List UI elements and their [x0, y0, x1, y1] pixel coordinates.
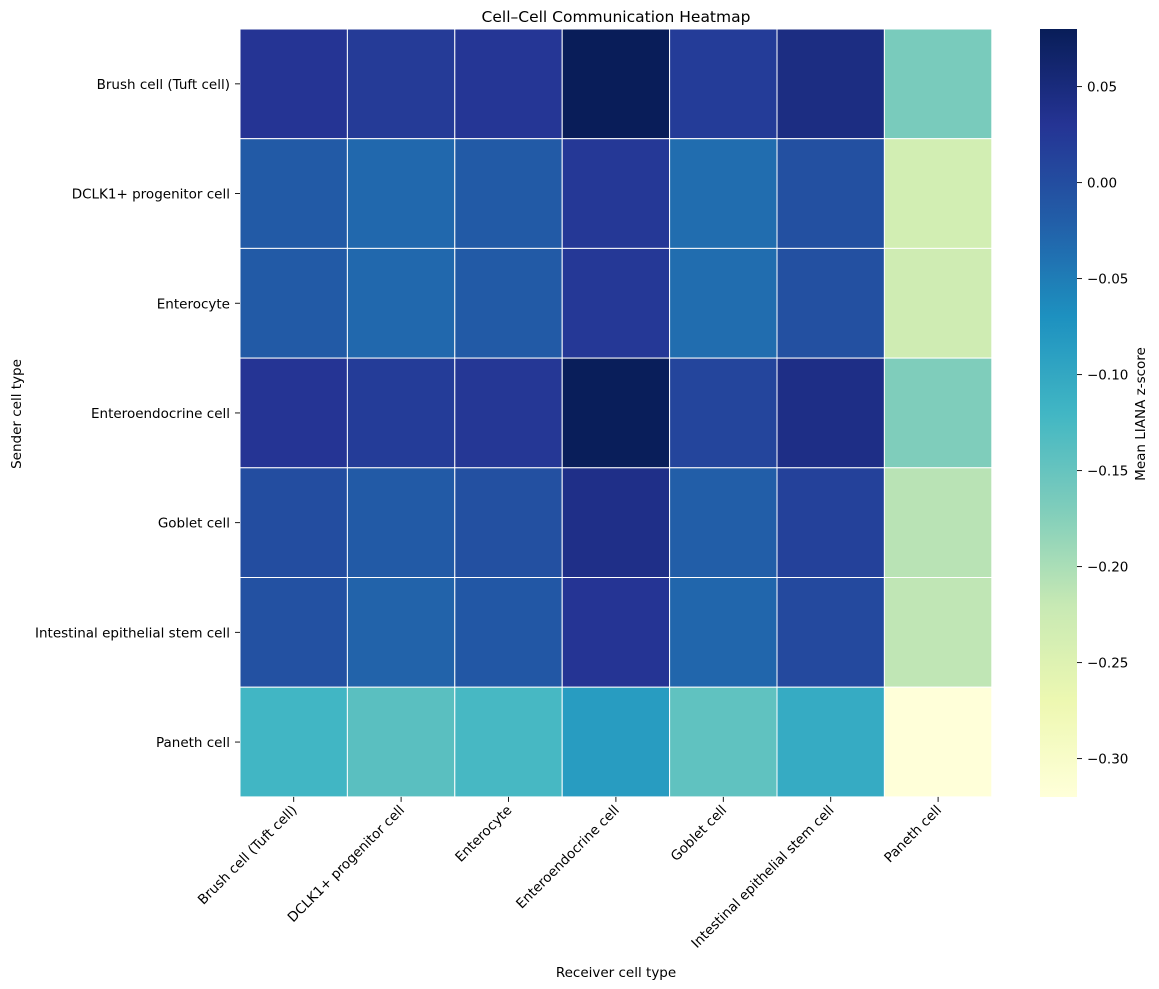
heatmap-cell	[346, 467, 456, 578]
x-tick-label: Enterocyte	[452, 802, 515, 865]
heatmap-cell	[561, 686, 671, 798]
heatmap-cell	[454, 138, 563, 249]
heatmap-cell	[561, 357, 671, 469]
heatmap-cell	[561, 28, 671, 140]
heatmap-cell	[883, 28, 993, 140]
heatmap-cell	[454, 28, 563, 140]
heatmap-cell	[776, 138, 885, 249]
heatmap-cell	[669, 247, 778, 359]
heatmap-cell	[239, 686, 348, 798]
heatmap-cell	[239, 357, 348, 469]
heatmap-cell	[346, 247, 456, 359]
chart-title: Cell–Cell Communication Heatmap	[482, 8, 751, 26]
colorbar-tick-label: −0.10	[1087, 368, 1128, 384]
colorbar-tick-label: 0.05	[1087, 80, 1117, 96]
heatmap-cell	[239, 467, 348, 578]
colorbar-label: Mean LIANA z-score	[1133, 347, 1149, 481]
heatmap-cell	[239, 28, 348, 140]
heatmap-cell	[776, 357, 885, 469]
heatmap-cell	[561, 247, 671, 359]
y-tick-label: Enterocyte	[157, 296, 230, 312]
heatmap-cell	[776, 577, 885, 688]
colorbar-tick-label: −0.25	[1087, 656, 1128, 672]
heatmap-cell	[776, 467, 885, 578]
y-axis-label: Sender cell type	[9, 359, 25, 469]
x-tick-label: DCLK1+ progenitor cell	[285, 802, 408, 925]
heatmap-cell	[883, 577, 993, 688]
heatmap-cell	[669, 577, 778, 688]
heatmap-cell	[454, 467, 563, 578]
x-tick-label: Enteroendocrine cell	[513, 802, 623, 912]
heatmap-cell	[346, 28, 456, 140]
heatmap-cell	[454, 357, 563, 469]
heatmap-cell	[883, 357, 993, 469]
heatmap-cell	[561, 138, 671, 249]
colorbar-gradient	[1040, 29, 1077, 797]
x-tick-label: Brush cell (Tuft cell)	[195, 802, 301, 908]
heatmap-cell	[346, 686, 456, 798]
colorbar-tick-label: −0.20	[1087, 560, 1128, 576]
heatmap-cell	[239, 138, 348, 249]
heatmap-cell	[669, 138, 778, 249]
heatmap-cell	[776, 686, 885, 798]
x-axis-label: Receiver cell type	[556, 965, 676, 981]
heatmap-cell	[883, 467, 993, 578]
heatmap-cell	[346, 357, 456, 469]
colorbar-tick-label: −0.15	[1087, 464, 1128, 480]
heatmap-cell	[776, 247, 885, 359]
x-tick-label: Paneth cell	[881, 802, 945, 866]
heatmap-cell	[346, 138, 456, 249]
colorbar: 0.05 0.00 −0.05 −0.10 −0.15 −0.20 −0.25 −0.30 M…	[1040, 29, 1149, 797]
heatmap-cell	[883, 138, 993, 249]
heatmap-cell	[454, 247, 563, 359]
y-tick-label: DCLK1+ progenitor cell	[72, 187, 230, 203]
y-tick-label: Paneth cell	[156, 735, 230, 751]
colorbar-ticks: 0.05 0.00 −0.05 −0.10 −0.15 −0.20 −0.25 −0.30	[1077, 80, 1128, 768]
colorbar-tick-label: −0.30	[1087, 752, 1128, 768]
heatmap-cell	[239, 577, 348, 688]
y-tick-label: Goblet cell	[158, 516, 230, 532]
heatmap-cell	[883, 686, 993, 798]
y-tick-label: Enteroendocrine cell	[91, 406, 230, 422]
heatmap-cell	[454, 686, 563, 798]
heatmap-cell	[454, 577, 563, 688]
heatmap-cells	[239, 28, 993, 798]
colorbar-tick-label: −0.05	[1087, 272, 1128, 288]
heatmap-cell	[239, 247, 348, 359]
y-axis-ticks: Brush cell (Tuft cell) DCLK1+ progenitor …	[35, 77, 240, 751]
x-tick-label: Goblet cell	[668, 802, 730, 864]
heatmap-cell	[669, 467, 778, 578]
heatmap-cell	[561, 467, 671, 578]
y-tick-label: Intestinal epithelial stem cell	[35, 625, 230, 641]
heatmap-cell	[561, 577, 671, 688]
heatmap-cell	[669, 28, 778, 140]
heatmap-cell	[669, 357, 778, 469]
colorbar-tick-label: 0.00	[1087, 176, 1117, 192]
heatmap-cell	[776, 28, 885, 140]
x-axis-ticks: Brush cell (Tuft cell)DCLK1+ progenitor …	[195, 796, 945, 952]
y-tick-label: Brush cell (Tuft cell)	[97, 77, 230, 93]
heatmap-cell	[346, 577, 456, 688]
heatmap-cell	[669, 686, 778, 798]
heatmap-cell	[883, 247, 993, 359]
